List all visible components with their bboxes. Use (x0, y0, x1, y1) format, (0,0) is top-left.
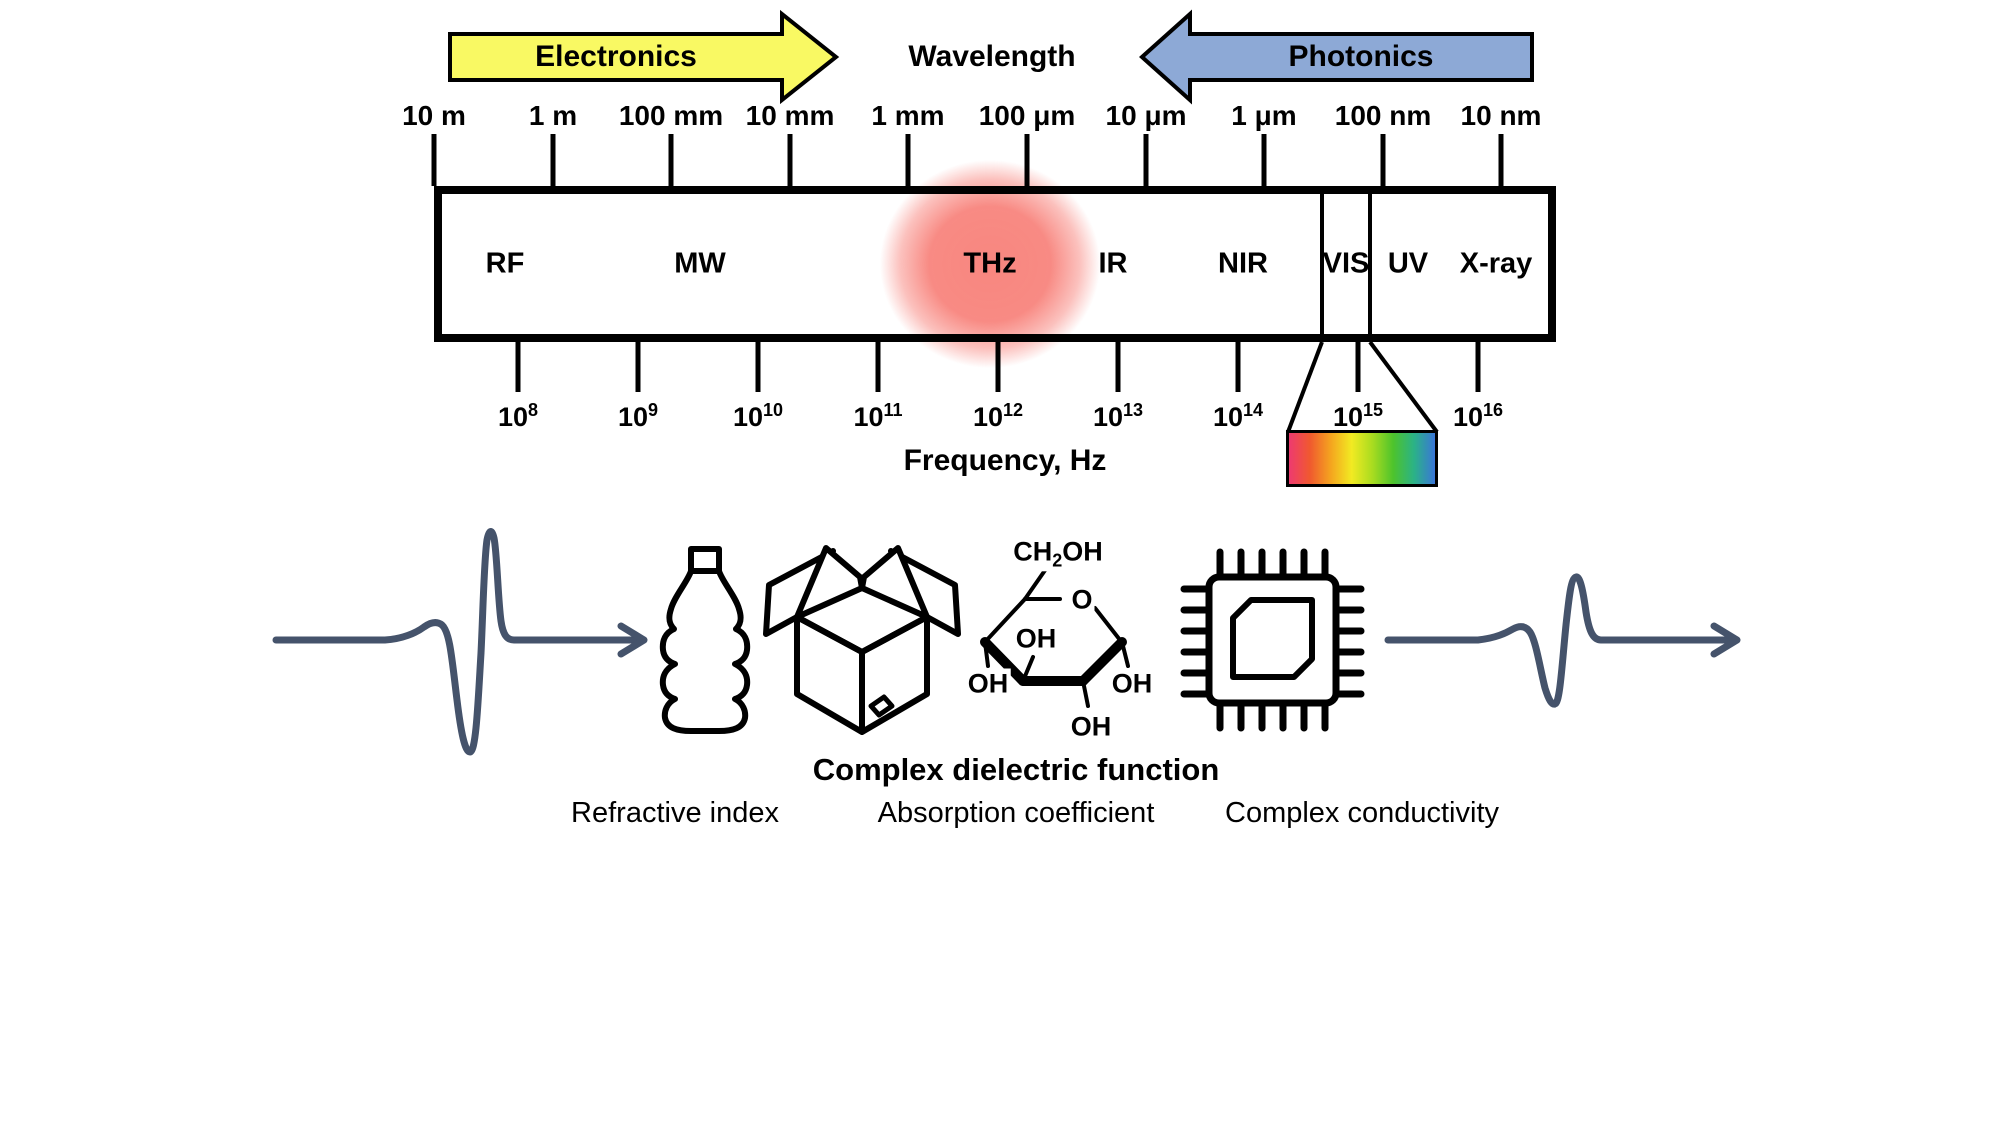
wavelength-tick-label: 10 m (402, 100, 466, 131)
frequency-tick-mark (1235, 342, 1241, 392)
vis-band-right-divider (1368, 190, 1372, 338)
ch2oh-post: OH (1062, 536, 1103, 567)
spectrum-band-label-nir: NIR (1218, 247, 1268, 280)
electronics-arrow-label: Electronics (535, 40, 697, 73)
molecule-oh-bottom-label: OH (1068, 711, 1114, 743)
input-thz-pulse-waveform (272, 528, 648, 756)
ch2oh-pre: CH (1013, 536, 1053, 567)
frequency-tick-label: 1016 (1452, 400, 1504, 432)
wavelength-tick-label: 1 μm (1231, 100, 1297, 131)
wavelength-tick-label: 1 mm (871, 100, 945, 131)
molecule-ch2oh-label: CH2OH (1011, 536, 1105, 572)
frequency-tick-mark (755, 342, 761, 392)
wavelength-tick-mark (1498, 134, 1504, 186)
molecule-oh-left-label: OH (965, 668, 1011, 700)
frequency-tick-mark (635, 342, 641, 392)
caption-complex-conductivity: Complex conductivity (1225, 797, 1499, 829)
frequency-tick-label: 1011 (853, 400, 903, 432)
caption-absorption-coefficient: Absorption coefficient (877, 797, 1155, 829)
thz-highlight-glow (845, 127, 1135, 401)
water-bottle-icon (659, 546, 751, 734)
frequency-tick-label: 1014 (1212, 400, 1264, 432)
wavelength-tick-label: 10 mm (745, 100, 835, 131)
frequency-tick-label: 1013 (1092, 400, 1144, 432)
spectrum-band-label-rf: RF (485, 247, 525, 280)
molecule-oh-right-label: OH (1109, 668, 1155, 700)
wavelength-tick-label: 100 μm (978, 100, 1076, 131)
wavelength-tick-label: 10 μm (1105, 100, 1187, 131)
spectrum-band-label-mw: MW (674, 247, 726, 280)
photonics-arrow-label: Photonics (1288, 40, 1434, 73)
frequency-tick-mark (1355, 342, 1361, 392)
wavelength-tick-mark (431, 134, 437, 186)
frequency-tick-label: 1015 (1332, 400, 1384, 432)
frequency-tick-label: 1010 (732, 400, 784, 432)
frequency-axis-title: Frequency, Hz (903, 444, 1107, 477)
wavelength-axis-title: Wavelength (908, 40, 1076, 73)
spectrum-band-label-vis: VIS (1322, 247, 1370, 280)
frequency-tick-label: 109 (617, 400, 659, 432)
caption-refractive-index: Refractive index (571, 797, 779, 829)
visible-spectrum-bar (1286, 430, 1438, 487)
ch2oh-sub: 2 (1052, 550, 1063, 571)
molecule-oh-inner-label: OH (1013, 623, 1059, 655)
wavelength-tick-mark (1261, 134, 1267, 186)
frequency-tick-mark (1475, 342, 1481, 392)
wavelength-tick-mark (1380, 134, 1386, 186)
output-thz-pulse-waveform (1384, 573, 1741, 708)
wavelength-tick-label: 1 m (528, 100, 578, 131)
frequency-tick-mark (515, 342, 521, 392)
vis-band-left-divider (1320, 190, 1324, 338)
molecule-ring-oxygen-label: O (1069, 584, 1095, 616)
wavelength-tick-mark (787, 134, 793, 186)
wavelength-tick-label: 100 mm (618, 100, 724, 131)
spectrum-band-label-x-ray: X-ray (1459, 247, 1533, 280)
frequency-tick-label: 108 (497, 400, 539, 432)
spectrum-band-label-uv: UV (1387, 247, 1429, 280)
wavelength-tick-label: 10 nm (1460, 100, 1542, 131)
caption-complex-dielectric-function: Complex dielectric function (812, 752, 1220, 787)
wavelength-tick-mark (1143, 134, 1149, 186)
wavelength-tick-mark (550, 134, 556, 186)
frequency-tick-label: 1012 (972, 400, 1024, 432)
wavelength-tick-mark (668, 134, 674, 186)
cardboard-box-icon (763, 545, 961, 735)
microchip-icon (1180, 548, 1365, 732)
wavelength-tick-label: 100 nm (1334, 100, 1432, 131)
